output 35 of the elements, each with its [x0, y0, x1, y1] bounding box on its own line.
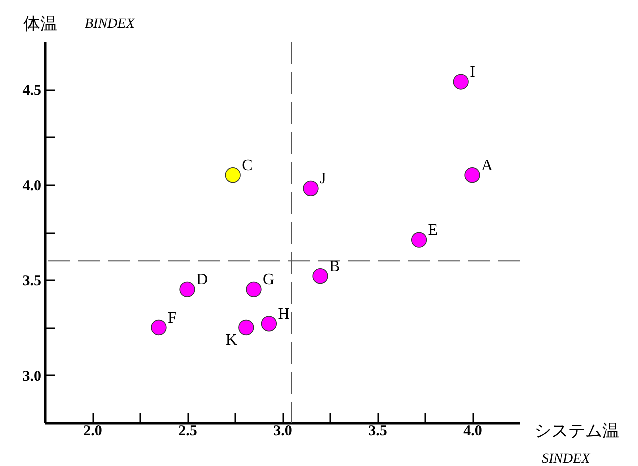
text: BINDEX — [85, 17, 136, 32]
point — [411, 232, 428, 248]
annotation: G — [263, 272, 275, 289]
x-tick-label: 3.0 — [274, 424, 292, 440]
annotation: H — [278, 306, 290, 323]
point — [151, 320, 167, 336]
point — [180, 282, 196, 298]
point — [464, 168, 480, 184]
x-axis-title: システム温 — [534, 422, 620, 442]
x-tick-label: 4.0 — [464, 424, 482, 440]
point — [303, 180, 319, 196]
point — [453, 74, 469, 90]
y-tick-label: 4.0 — [22, 178, 42, 194]
annotation: A — [482, 157, 494, 174]
text: SINDEX — [542, 452, 591, 466]
x-tick-label: 2.5 — [178, 424, 198, 440]
annotation: K — [226, 332, 238, 349]
annotation: I — [470, 64, 476, 82]
annotation: D — [196, 272, 208, 289]
annotation: C — [242, 157, 253, 174]
y-tick-label: 3.5 — [22, 274, 42, 290]
annotation: J — [320, 170, 326, 188]
point — [246, 282, 262, 298]
annotation: B — [330, 258, 340, 276]
point — [225, 168, 241, 184]
x-tick-label: 2.0 — [84, 424, 102, 440]
y-tick-label: 3.0 — [22, 368, 42, 385]
point — [261, 316, 278, 332]
y-axis-title: 体温 — [24, 14, 58, 34]
x-tick-label: 3.5 — [368, 424, 388, 440]
point — [312, 268, 328, 284]
annotation: F — [168, 310, 177, 327]
point — [238, 320, 254, 336]
annotation: E — [428, 222, 438, 240]
y-tick-label: 4.5 — [22, 83, 42, 100]
